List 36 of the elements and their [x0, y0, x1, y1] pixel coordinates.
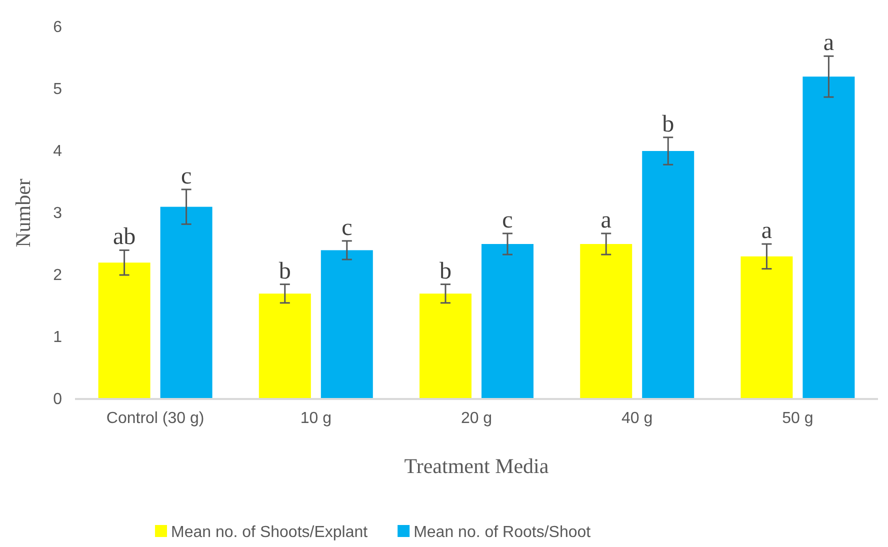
annotation: a — [823, 30, 834, 56]
bar — [740, 256, 793, 399]
bar — [580, 244, 632, 399]
y-tick-label: 3 — [53, 205, 62, 222]
y-axis-title: Number — [11, 178, 35, 248]
x-tick-label: 10 g — [300, 410, 332, 427]
bar — [258, 294, 311, 399]
y-tick-label: 5 — [53, 81, 62, 98]
bar — [320, 250, 373, 399]
annotation: a — [761, 218, 772, 244]
x-tick-label: Control (30 g) — [106, 410, 204, 427]
x-tick-label: 40 g — [622, 410, 653, 427]
annotation: c — [342, 214, 352, 241]
annotation: b — [440, 258, 452, 284]
annotation: c — [502, 207, 513, 234]
y-tick-label: 2 — [53, 267, 62, 284]
legend-label: Mean no. of Roots/Shoot — [414, 524, 592, 541]
annotation: a — [600, 207, 612, 234]
annotation: ab — [112, 224, 136, 250]
legend-label: Mean no. of Shoots/Explant — [171, 524, 368, 541]
bar — [160, 206, 212, 399]
x-tick-label: 50 g — [782, 410, 814, 427]
y-tick-label: 0 — [53, 391, 62, 408]
bar — [98, 262, 150, 399]
y-tick-label: 1 — [53, 329, 62, 346]
bar — [420, 294, 472, 399]
annotation: b — [662, 111, 674, 138]
y-tick-label: 6 — [53, 19, 62, 36]
x-tick-label: 20 g — [460, 410, 492, 427]
annotation: c — [180, 163, 192, 190]
bar — [802, 76, 855, 399]
bar — [642, 151, 694, 399]
bar — [482, 244, 534, 399]
y-tick-label: 4 — [53, 143, 62, 160]
x-axis-title: Treatment Media — [404, 454, 550, 478]
annotation: b — [278, 258, 291, 284]
